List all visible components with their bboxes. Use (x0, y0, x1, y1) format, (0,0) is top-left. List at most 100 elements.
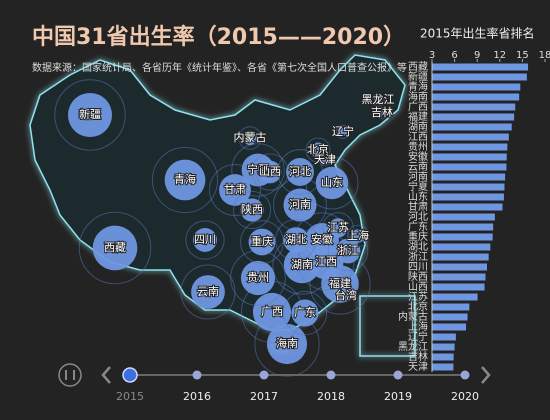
bar[interactable] (432, 303, 470, 311)
bubble[interactable] (328, 218, 348, 238)
timeline-dot[interactable] (192, 370, 202, 380)
map-label: 甘肃 (224, 183, 246, 196)
y-tick-label: 广西 (408, 101, 428, 113)
y-tick-label: 宁夏 (408, 180, 428, 193)
bar[interactable] (432, 283, 485, 291)
bar[interactable] (432, 123, 512, 131)
x-tick-label: 12 (493, 50, 506, 61)
next-button[interactable] (481, 366, 491, 384)
bubble[interactable] (315, 166, 349, 200)
bar[interactable] (432, 63, 529, 71)
bar[interactable] (432, 83, 521, 91)
bubble[interactable] (191, 275, 225, 309)
bar[interactable] (432, 143, 508, 151)
bubble[interactable] (351, 229, 365, 243)
prev-button[interactable] (101, 366, 111, 384)
bar[interactable] (432, 103, 516, 111)
bar[interactable] (432, 233, 493, 241)
y-tick-label: 北京 (408, 300, 428, 313)
map-label: 内蒙古 (234, 130, 267, 144)
y-tick-label: 江苏 (408, 290, 428, 303)
bar[interactable] (432, 323, 467, 331)
subtitle: 数据来源：国家统计局、各省历年《统计年鉴》、各省《第七次全国人口普查公报》等 (32, 61, 407, 74)
bubble[interactable] (338, 127, 348, 137)
y-tick-label: 贵州 (408, 140, 428, 153)
bubble[interactable] (67, 92, 113, 138)
bubble-halo (275, 219, 317, 261)
map-label: 河南 (289, 198, 311, 211)
bubble-halo (209, 164, 261, 216)
bubble[interactable] (258, 160, 282, 184)
bar[interactable] (432, 203, 503, 211)
play-button[interactable] (58, 363, 82, 387)
bar[interactable] (432, 213, 495, 221)
bar[interactable] (432, 163, 507, 171)
bar[interactable] (432, 93, 520, 101)
bubble[interactable] (92, 225, 138, 271)
bubble[interactable] (219, 174, 251, 206)
timeline-dot[interactable] (460, 370, 470, 380)
bar[interactable] (432, 133, 509, 141)
bubble[interactable] (252, 292, 292, 332)
bubble-halo (375, 106, 389, 120)
bubble[interactable] (283, 188, 317, 222)
bubble[interactable] (242, 130, 258, 146)
y-tick-label: 内蒙古 (398, 310, 428, 323)
timeline-label: 2016 (183, 390, 211, 403)
map-label: 山西 (259, 165, 281, 178)
bubble[interactable] (321, 156, 329, 164)
bubble[interactable] (283, 227, 309, 253)
bar[interactable] (432, 263, 487, 271)
map-label: 湖南 (291, 258, 313, 271)
timeline-dot[interactable] (326, 370, 336, 380)
bar[interactable] (432, 193, 504, 201)
map-label: 江苏 (327, 221, 349, 234)
bubble-halo (180, 264, 236, 320)
bubble-halo (54, 79, 126, 151)
y-tick-label: 甘肃 (408, 200, 428, 213)
bubble[interactable] (248, 228, 276, 256)
bar[interactable] (432, 243, 491, 251)
bubble[interactable] (291, 299, 319, 327)
timeline-dot[interactable] (259, 370, 269, 380)
bubble[interactable] (310, 142, 326, 158)
bar[interactable] (432, 363, 454, 371)
bar[interactable] (432, 333, 456, 341)
map-label: 安徽 (311, 232, 333, 246)
timeline-dot[interactable] (122, 367, 138, 383)
bar[interactable] (432, 343, 455, 351)
bubble[interactable] (240, 198, 264, 222)
bubble-halo (305, 137, 331, 163)
bar[interactable] (432, 173, 506, 181)
bubble[interactable] (164, 159, 206, 201)
y-tick-label: 上海 (408, 320, 428, 333)
bar[interactable] (432, 313, 468, 321)
bar[interactable] (432, 223, 494, 231)
bar[interactable] (432, 153, 507, 161)
map-label: 贵州 (247, 271, 269, 284)
bubble[interactable] (266, 323, 308, 365)
map-label: 新疆 (79, 107, 101, 121)
x-tick-label: 3 (429, 50, 435, 61)
timeline-label: 2015 (116, 390, 144, 403)
bubble[interactable] (374, 96, 382, 104)
bubble[interactable] (240, 260, 276, 296)
bar[interactable] (432, 293, 478, 301)
bar[interactable] (432, 353, 454, 361)
map-label: 宁夏 (247, 162, 269, 176)
map-label: 广西 (261, 305, 283, 318)
bar[interactable] (432, 113, 515, 121)
bar[interactable] (432, 73, 527, 81)
y-tick-label: 安徽 (408, 150, 428, 163)
bubble[interactable] (286, 158, 314, 186)
y-tick-label: 天津 (408, 361, 428, 373)
bubble[interactable] (335, 238, 361, 264)
bar[interactable] (432, 273, 486, 281)
map-label: 江西 (315, 255, 337, 268)
bubble[interactable] (193, 228, 217, 252)
timeline-dot[interactable] (393, 370, 403, 380)
bubble[interactable] (378, 109, 386, 117)
bar[interactable] (432, 183, 505, 191)
bubble-halo (322, 212, 354, 244)
bar[interactable] (432, 253, 489, 261)
